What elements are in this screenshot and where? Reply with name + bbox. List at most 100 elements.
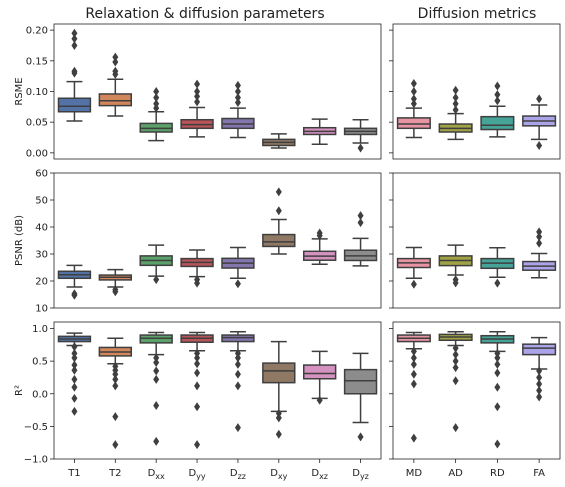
x-tick-label: Dxx bbox=[148, 468, 165, 481]
outlier-point bbox=[112, 57, 119, 67]
outlier-point bbox=[153, 87, 160, 96]
outlier-point bbox=[452, 363, 459, 373]
outlier-point bbox=[112, 374, 119, 384]
outlier-point bbox=[410, 359, 417, 369]
box-AD bbox=[438, 85, 473, 141]
y-tick-label: 0.0 bbox=[32, 389, 48, 400]
outlier-point bbox=[452, 343, 459, 353]
outlier-point bbox=[536, 94, 543, 104]
outlier-point bbox=[71, 365, 78, 375]
outlier-point bbox=[452, 85, 459, 95]
panel-r2-left: −1.0 −0.5 0.0 0.5 1.0 R² T1 T2 Dxx Dyy Dzz Dxy Dxz Dy… bbox=[14, 321, 382, 481]
outlier-point bbox=[410, 79, 417, 89]
y-tick-label: 0.5 bbox=[32, 357, 48, 368]
box-Dyy bbox=[180, 331, 214, 450]
box-FA bbox=[522, 336, 557, 402]
outlier-point bbox=[494, 81, 501, 91]
x-tick-label: FA bbox=[533, 468, 545, 479]
outlier-point bbox=[410, 99, 417, 109]
outlier-point bbox=[112, 287, 119, 297]
panel-rsme-left: 0.00 0.05 0.10 0.15 0.20 RSME bbox=[14, 23, 382, 160]
box-Dxy bbox=[262, 133, 296, 149]
outlier-point bbox=[536, 372, 543, 382]
outlier-point bbox=[71, 40, 78, 50]
outlier-point bbox=[234, 80, 241, 90]
box-body bbox=[262, 233, 296, 248]
outlier-point bbox=[410, 379, 417, 389]
box-MD bbox=[396, 246, 431, 289]
panel-frame bbox=[53, 23, 382, 160]
x-tick-label: Dxz bbox=[311, 468, 328, 481]
box-FA bbox=[522, 94, 557, 150]
outlier-point bbox=[357, 143, 364, 153]
outlier-point bbox=[410, 94, 417, 104]
outlier-point bbox=[452, 350, 459, 360]
outlier-point bbox=[275, 408, 282, 418]
outlier-point bbox=[536, 238, 543, 248]
outlier-point bbox=[494, 353, 501, 363]
outlier-point bbox=[234, 381, 241, 391]
outlier-point bbox=[194, 348, 201, 358]
box-body bbox=[98, 93, 133, 107]
outlier-point bbox=[71, 393, 78, 403]
box-T1 bbox=[57, 28, 92, 122]
outlier-point bbox=[71, 290, 78, 300]
box-Dyz bbox=[343, 118, 378, 153]
y-tick-label: 60 bbox=[35, 169, 48, 180]
outlier-point bbox=[153, 357, 160, 367]
outlier-point bbox=[234, 423, 241, 433]
outlier-point bbox=[112, 66, 119, 76]
x-tick-label: T1 bbox=[67, 468, 80, 479]
panel-frame bbox=[53, 321, 382, 460]
panel-frame bbox=[392, 321, 561, 460]
x-tick-label: Dyy bbox=[188, 468, 205, 481]
outlier-point bbox=[357, 211, 364, 221]
box-MD bbox=[396, 331, 431, 443]
outlier-point bbox=[153, 99, 160, 109]
outlier-point bbox=[275, 187, 282, 197]
outlier-point bbox=[494, 402, 501, 412]
outlier-point bbox=[410, 369, 417, 379]
outlier-point bbox=[410, 279, 417, 289]
panel-psnr-right bbox=[389, 172, 561, 309]
outlier-point bbox=[194, 359, 201, 369]
box-body bbox=[57, 97, 92, 113]
outlier-point bbox=[71, 66, 78, 76]
box-RD bbox=[480, 81, 515, 138]
box-AD bbox=[438, 244, 473, 288]
box-RD bbox=[480, 331, 515, 449]
y-tick-label: 0.15 bbox=[26, 56, 48, 67]
outlier-point bbox=[494, 382, 501, 392]
y-axis-label: R² bbox=[14, 385, 25, 396]
outlier-point bbox=[71, 348, 78, 358]
outlier-point bbox=[234, 98, 241, 108]
outlier-point bbox=[410, 346, 417, 356]
outlier-point bbox=[536, 232, 543, 242]
outlier-point bbox=[153, 353, 160, 363]
box-Dyz bbox=[343, 211, 378, 267]
outlier-point bbox=[194, 381, 201, 391]
box-body bbox=[522, 343, 557, 356]
outlier-point bbox=[452, 423, 459, 433]
outlier-point bbox=[194, 440, 201, 450]
box-Dyy bbox=[180, 249, 214, 288]
outlier-point bbox=[71, 360, 78, 370]
outlier-point bbox=[194, 402, 201, 412]
outlier-point bbox=[357, 432, 364, 442]
box-body bbox=[262, 362, 296, 384]
panel-psnr-left: 10 20 30 40 50 60 PSNR (dB) bbox=[14, 169, 382, 315]
outlier-point bbox=[194, 278, 201, 288]
outlier-point bbox=[452, 105, 459, 115]
outlier-point bbox=[357, 218, 364, 228]
y-tick-label: 10 bbox=[35, 304, 48, 315]
box-RD bbox=[480, 247, 515, 288]
x-tick-label: Dzz bbox=[230, 468, 246, 481]
y-tick-label: 0.00 bbox=[26, 148, 48, 159]
box-body bbox=[396, 117, 431, 130]
outlier-point bbox=[452, 356, 459, 366]
box-Dxx bbox=[139, 244, 173, 285]
outlier-point bbox=[71, 374, 78, 384]
box-Dyy bbox=[180, 79, 214, 138]
outlier-point bbox=[194, 91, 201, 101]
y-tick-label: 0.20 bbox=[26, 26, 48, 37]
